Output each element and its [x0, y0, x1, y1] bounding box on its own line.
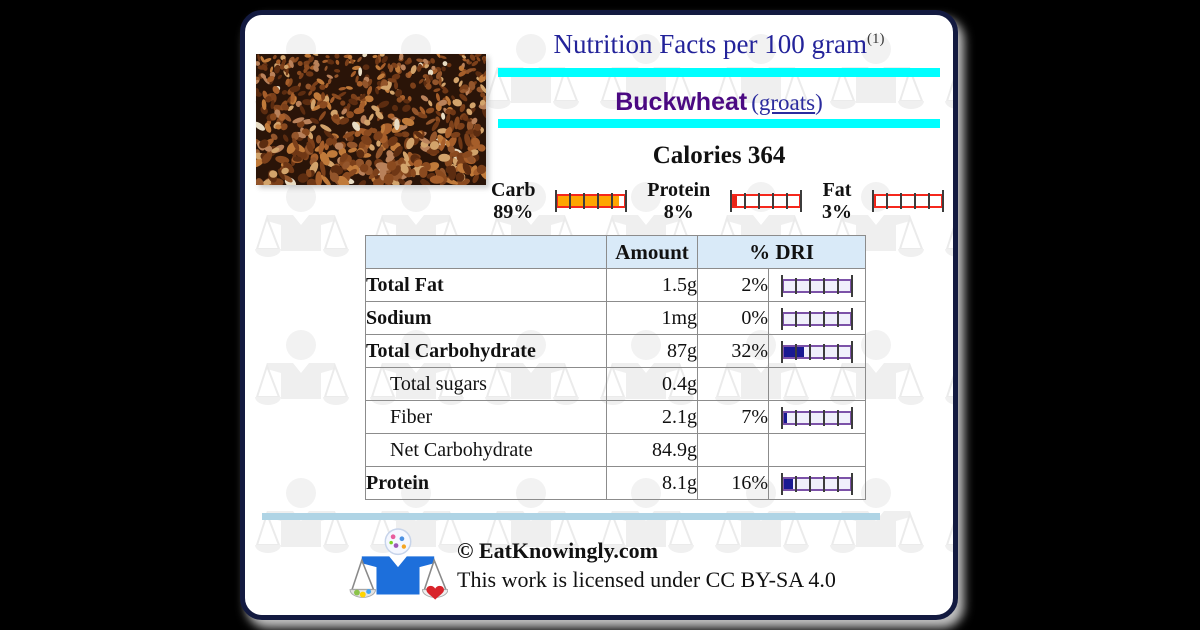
eatknowingly-logo — [349, 528, 448, 600]
fat-gauge — [871, 190, 944, 212]
nutrient-name: Sodium — [365, 301, 607, 335]
dri-bar — [781, 307, 853, 330]
nutrient-dri-bar — [768, 268, 866, 302]
nutrient-dri-percent — [697, 433, 769, 467]
nutrient-dri-percent: 32% — [697, 334, 769, 368]
table-row: Total sugars 0.4g — [365, 367, 866, 401]
fat-label: Fat 3% — [822, 179, 852, 223]
carb-percent: 89% — [493, 201, 534, 223]
nutrient-name: Net Carbohydrate — [365, 433, 607, 467]
nutrient-dri-percent: 7% — [697, 400, 769, 434]
variant-paren-open: ( — [751, 90, 759, 115]
nutrient-dri-percent — [697, 367, 769, 401]
copyright-line: © EatKnowingly.com — [457, 538, 659, 563]
dri-bar — [781, 406, 853, 429]
macro-bar — [871, 190, 944, 212]
nutrient-amount: 0.4g — [606, 367, 698, 401]
fat-percent: 3% — [822, 201, 853, 223]
table-row: Total Fat 1.5g 2% — [365, 268, 866, 302]
nutrient-name: Total Fat — [365, 268, 607, 302]
nutrient-dri-bar — [768, 400, 866, 434]
nutrition-card: Nutrition Facts per 100 gram(1) Buckwhea… — [240, 10, 958, 620]
nutrient-name: Protein — [365, 466, 607, 500]
macro-bar — [555, 190, 628, 212]
table-row: Fiber 2.1g 7% — [365, 400, 866, 434]
nutrition-table: Amount % DRI Total Fat 1.5g 2% Sodium 1m… — [365, 235, 866, 500]
nutrient-amount: 84.9g — [606, 433, 698, 467]
buckwheat-photo — [256, 54, 486, 185]
footnote-ref[interactable]: (1) — [866, 31, 885, 47]
nutrient-dri-bar — [768, 301, 866, 335]
table-row: Protein 8.1g 16% — [365, 466, 866, 500]
page-title: Nutrition Facts per 100 gram(1) — [495, 29, 943, 60]
cyan-divider-top — [498, 68, 940, 77]
macro-bar — [730, 190, 803, 212]
protein-name: Protein — [647, 179, 711, 201]
nutrient-dri-percent: 16% — [697, 466, 769, 500]
protein-label: Protein 8% — [647, 179, 710, 223]
nutrient-name: Total sugars — [365, 367, 607, 401]
table-row: Sodium 1mg 0% — [365, 301, 866, 335]
nutrient-amount: 1mg — [606, 301, 698, 335]
title-text: Nutrition Facts per 100 gram — [553, 29, 867, 59]
table-header-row: Amount % DRI — [365, 235, 866, 269]
dri-bar — [781, 472, 853, 495]
fat-name: Fat — [822, 179, 852, 201]
calories-line: Calories 364 — [495, 142, 943, 170]
nutrient-amount: 87g — [606, 334, 698, 368]
nutrient-dri-bar — [768, 367, 866, 401]
calories-value: 364 — [747, 142, 786, 169]
license-line: This work is licensed under CC BY-SA 4.0 — [457, 567, 836, 592]
carb-name: Carb — [491, 179, 536, 201]
variant-link[interactable]: groats — [758, 90, 816, 115]
carb-label: Carb 89% — [491, 179, 535, 223]
protein-percent: 8% — [663, 201, 694, 223]
footer-separator — [262, 513, 880, 520]
table-row: Total Carbohydrate 87g 32% — [365, 334, 866, 368]
nutrient-dri-bar — [768, 466, 866, 500]
food-name: Buckwheat — [615, 88, 748, 116]
nutrient-amount: 2.1g — [606, 400, 698, 434]
dri-bar — [781, 340, 853, 363]
nutrient-dri-percent: 0% — [697, 301, 769, 335]
cyan-divider-bottom — [498, 119, 940, 128]
food-variant: (groats) — [751, 90, 823, 115]
amount-header: Amount — [606, 235, 698, 269]
footer-credits: © EatKnowingly.com This work is licensed… — [457, 536, 836, 594]
dri-bar — [781, 274, 853, 297]
macro-gauges: Carb 89% Protein 8% Fat 3% — [491, 175, 944, 227]
table-row: Net Carbohydrate 84.9g — [365, 433, 866, 467]
protein-gauge — [730, 190, 803, 212]
nutrient-name: Fiber — [365, 400, 607, 434]
nutrient-dri-percent: 2% — [697, 268, 769, 302]
nutrient-amount: 8.1g — [606, 466, 698, 500]
nutrient-amount: 1.5g — [606, 268, 698, 302]
carb-gauge — [555, 190, 628, 212]
nutrient-dri-bar — [768, 334, 866, 368]
nutrient-name: Total Carbohydrate — [365, 334, 607, 368]
nutrient-dri-bar — [768, 433, 866, 467]
calories-label: Calories — [652, 142, 742, 169]
variant-paren-close: ) — [815, 90, 823, 115]
table-corner-cell — [365, 235, 607, 269]
food-heading: Buckwheat (groats) — [495, 88, 943, 117]
dri-header: % DRI — [697, 235, 866, 269]
